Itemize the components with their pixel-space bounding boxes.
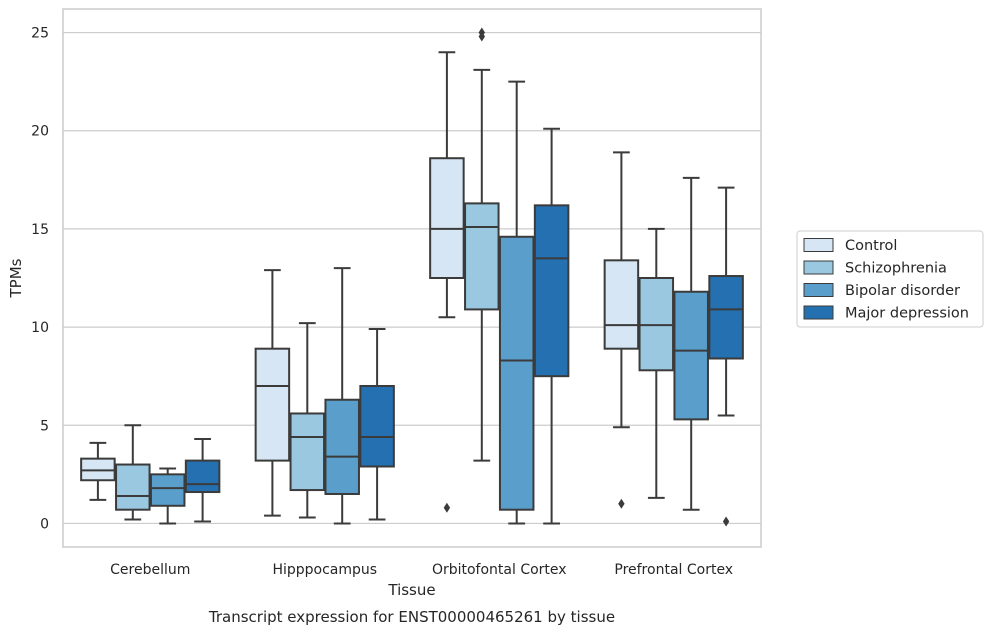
box-body	[673, 290, 709, 421]
box-body	[254, 347, 291, 462]
legend: Control Schizophrenia Bipolar disorder Majo…	[796, 230, 984, 328]
box-1-1	[289, 322, 326, 519]
box-body	[533, 204, 570, 378]
plot-area-frame	[62, 8, 762, 548]
box-3-3	[708, 186, 744, 527]
y-tick-label: 5	[40, 418, 49, 434]
legend-label: Major depression	[845, 306, 969, 322]
box-2-2	[498, 80, 535, 525]
box-2-1	[464, 27, 500, 462]
box-0-3	[184, 438, 221, 523]
legend-label: Schizophrenia	[845, 261, 947, 277]
outlier-point	[443, 502, 451, 513]
box-body	[603, 259, 640, 350]
y-axis-label: TPMs	[7, 258, 25, 298]
box-1-2	[324, 267, 360, 525]
x-tick-label: Orbitofontal Cortex	[432, 562, 567, 578]
y-tick-labels: 0 5 10 15 20 25	[31, 26, 49, 533]
outlier-point	[618, 498, 625, 509]
box-body	[289, 412, 326, 492]
box-body	[115, 463, 151, 511]
legend-swatch	[803, 283, 834, 297]
box-2-0	[429, 51, 465, 513]
y-tick-label: 20	[31, 124, 49, 140]
box-1-0	[254, 269, 291, 517]
box-3-1	[638, 227, 675, 499]
legend-frame	[796, 230, 984, 328]
y-tick-label: 10	[31, 320, 49, 336]
box-body	[359, 384, 395, 468]
box-0-0	[80, 441, 116, 501]
box-body	[464, 202, 500, 311]
box-2-3	[533, 127, 570, 525]
legend-label: Bipolar disorder	[845, 283, 960, 299]
box-body	[324, 398, 360, 495]
box-body	[498, 235, 535, 511]
legend-label: Control	[845, 238, 897, 254]
x-tick-label: Prefrontal Cortex	[614, 562, 733, 578]
y-tick-label: 15	[31, 222, 49, 238]
outlier-point	[722, 516, 730, 527]
legend-swatch	[803, 260, 834, 275]
x-axis-label: Tissue	[387, 581, 435, 599]
chart-caption: Transcript expression for ENST0000046526…	[208, 608, 615, 626]
box-3-0	[603, 151, 640, 509]
box-3-2	[673, 176, 709, 511]
box-1-3	[359, 328, 395, 521]
x-tick-labels: Cerebellum Hipppocampus Orbitofontal Corte…	[110, 562, 733, 578]
box-groups	[80, 27, 744, 527]
grid-lines	[63, 31, 761, 525]
outlier-point	[478, 27, 485, 38]
box-body	[149, 473, 186, 507]
box-0-2	[149, 467, 186, 525]
legend-swatch	[803, 305, 834, 320]
x-tick-label: Cerebellum	[110, 562, 190, 578]
x-tick-label: Hipppocampus	[272, 562, 377, 578]
box-body	[184, 459, 221, 494]
box-0-1	[115, 424, 151, 521]
box-body	[708, 275, 744, 360]
box-body	[429, 157, 465, 279]
legend-swatch	[803, 238, 834, 252]
y-tick-label: 0	[40, 516, 49, 532]
y-tick-label: 25	[31, 26, 49, 42]
